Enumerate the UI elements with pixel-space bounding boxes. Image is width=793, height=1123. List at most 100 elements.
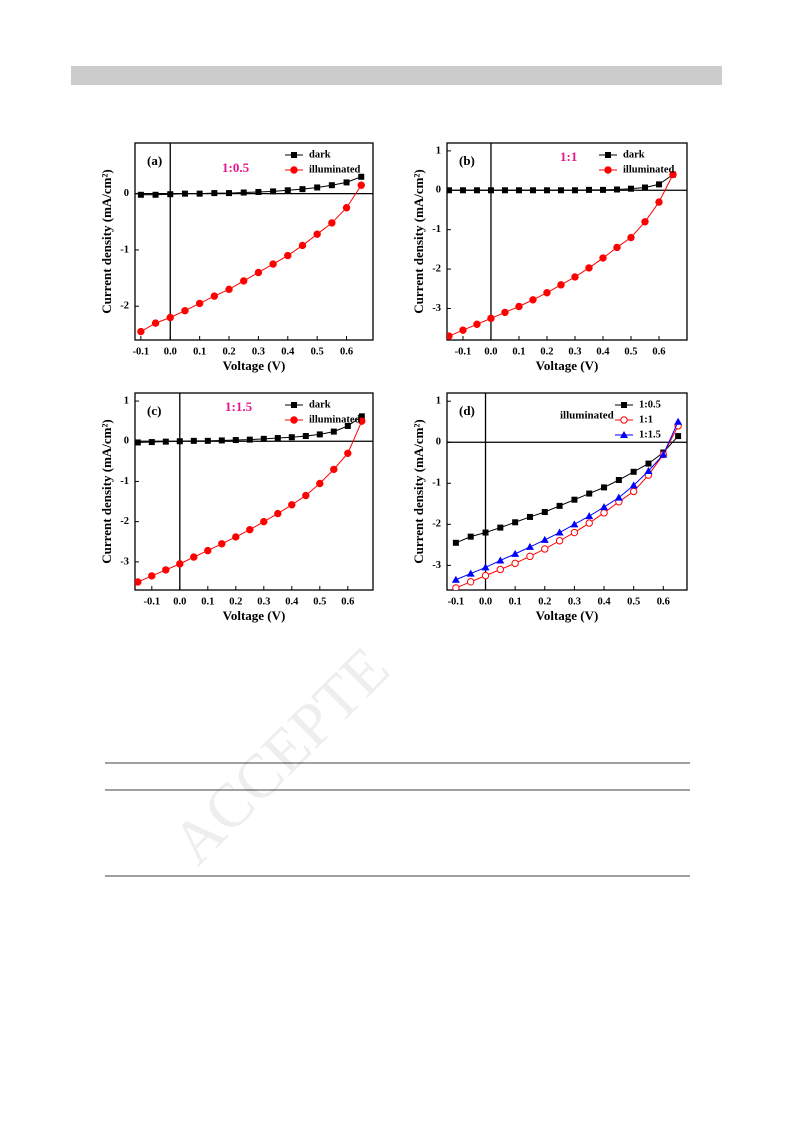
marker (447, 332, 453, 340)
y-tick-label: 0 (436, 185, 441, 196)
marker (246, 525, 254, 534)
marker (627, 185, 634, 192)
marker (313, 230, 321, 238)
y-tick-label: -3 (120, 556, 129, 567)
series-line (137, 420, 363, 583)
marker (501, 308, 509, 317)
marker (599, 254, 607, 262)
marker (481, 563, 490, 571)
marker (148, 439, 155, 446)
marker (526, 513, 533, 520)
panel-label: (d) (459, 403, 475, 418)
marker (358, 417, 366, 425)
marker (600, 503, 609, 511)
marker (328, 182, 335, 189)
marker (135, 578, 142, 586)
marker (540, 535, 549, 543)
x-tick-label: 0.5 (627, 596, 640, 607)
plot-area (447, 170, 677, 340)
marker (176, 438, 183, 445)
marker (195, 299, 204, 308)
legend-marker (290, 166, 298, 174)
marker (543, 289, 551, 297)
marker (601, 484, 608, 491)
series-line (455, 421, 679, 581)
marker (543, 187, 550, 194)
marker (525, 542, 534, 550)
y-tick-label: -1 (120, 476, 129, 487)
marker (284, 251, 292, 260)
x-tick-label: -0.1 (143, 596, 160, 607)
marker (571, 496, 578, 503)
plot-area (451, 417, 683, 590)
marker (557, 187, 564, 194)
x-tick-label: 0.6 (340, 346, 353, 357)
marker (627, 233, 635, 242)
x-tick-label: 0.0 (484, 346, 497, 357)
x-tick-label: 0.1 (509, 596, 522, 607)
y-axis-label: Current density (mA/cm²) (411, 169, 426, 313)
legend-label: illuminated (623, 164, 675, 175)
marker (511, 549, 520, 557)
series-line (455, 425, 679, 589)
x-tick-label: 0.3 (568, 346, 581, 357)
marker (669, 170, 677, 179)
chart: -0.1 0.0 0.1 0.2 0.3 0.4 0.5 0.6 -3 -2 -1 0 1 Voltage… (99, 392, 374, 623)
marker (497, 524, 504, 531)
marker (571, 187, 578, 194)
y-tick-label: -2 (120, 301, 129, 312)
legend-marker (620, 431, 628, 438)
marker (190, 553, 198, 561)
marker (529, 296, 537, 304)
marker (316, 431, 323, 438)
marker (358, 173, 365, 180)
marker (302, 491, 310, 500)
header-bar (71, 66, 722, 85)
marker (232, 533, 240, 541)
y-tick-label: 1 (436, 396, 441, 407)
marker (330, 428, 337, 435)
series-line (455, 435, 679, 544)
marker (181, 307, 189, 315)
marker (496, 556, 505, 564)
marker (451, 575, 460, 583)
marker (274, 509, 282, 518)
y-tick-label: 1 (436, 145, 441, 156)
x-axis-label: Voltage (V) (536, 358, 599, 373)
x-tick-label: 0.6 (341, 596, 354, 607)
marker (659, 450, 668, 458)
marker (151, 319, 160, 327)
marker (555, 528, 564, 536)
marker (571, 273, 579, 281)
marker (152, 191, 159, 198)
y-tick-label: -2 (432, 263, 441, 274)
marker (269, 260, 277, 268)
plot-area (137, 173, 365, 336)
x-tick-label: 0.3 (257, 596, 270, 607)
marker (515, 187, 522, 194)
x-tick-label: 0.3 (252, 346, 265, 357)
y-tick-label: -1 (432, 478, 441, 489)
marker (246, 436, 253, 443)
annotation: illuminated (560, 410, 614, 422)
marker (176, 560, 184, 568)
legend-marker (604, 166, 612, 174)
marker (358, 413, 365, 420)
marker (473, 320, 481, 328)
marker (613, 243, 621, 252)
series-line (448, 174, 674, 337)
x-tick-label: 0.2 (538, 596, 551, 607)
x-tick-label: 0.5 (624, 346, 637, 357)
marker (447, 187, 452, 194)
marker (166, 313, 174, 322)
y-tick-label: 0 (436, 437, 441, 448)
legend-marker (290, 416, 298, 424)
marker (467, 578, 475, 586)
marker (675, 433, 682, 440)
legend-label: 1:1 (639, 414, 653, 425)
legend-marker (605, 152, 611, 158)
marker (344, 449, 352, 458)
annotation: 1:1.5 (225, 399, 253, 414)
plot-frame (446, 142, 688, 341)
marker (316, 479, 324, 488)
